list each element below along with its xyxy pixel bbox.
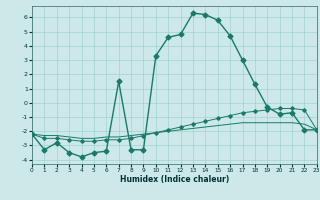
X-axis label: Humidex (Indice chaleur): Humidex (Indice chaleur)	[120, 175, 229, 184]
